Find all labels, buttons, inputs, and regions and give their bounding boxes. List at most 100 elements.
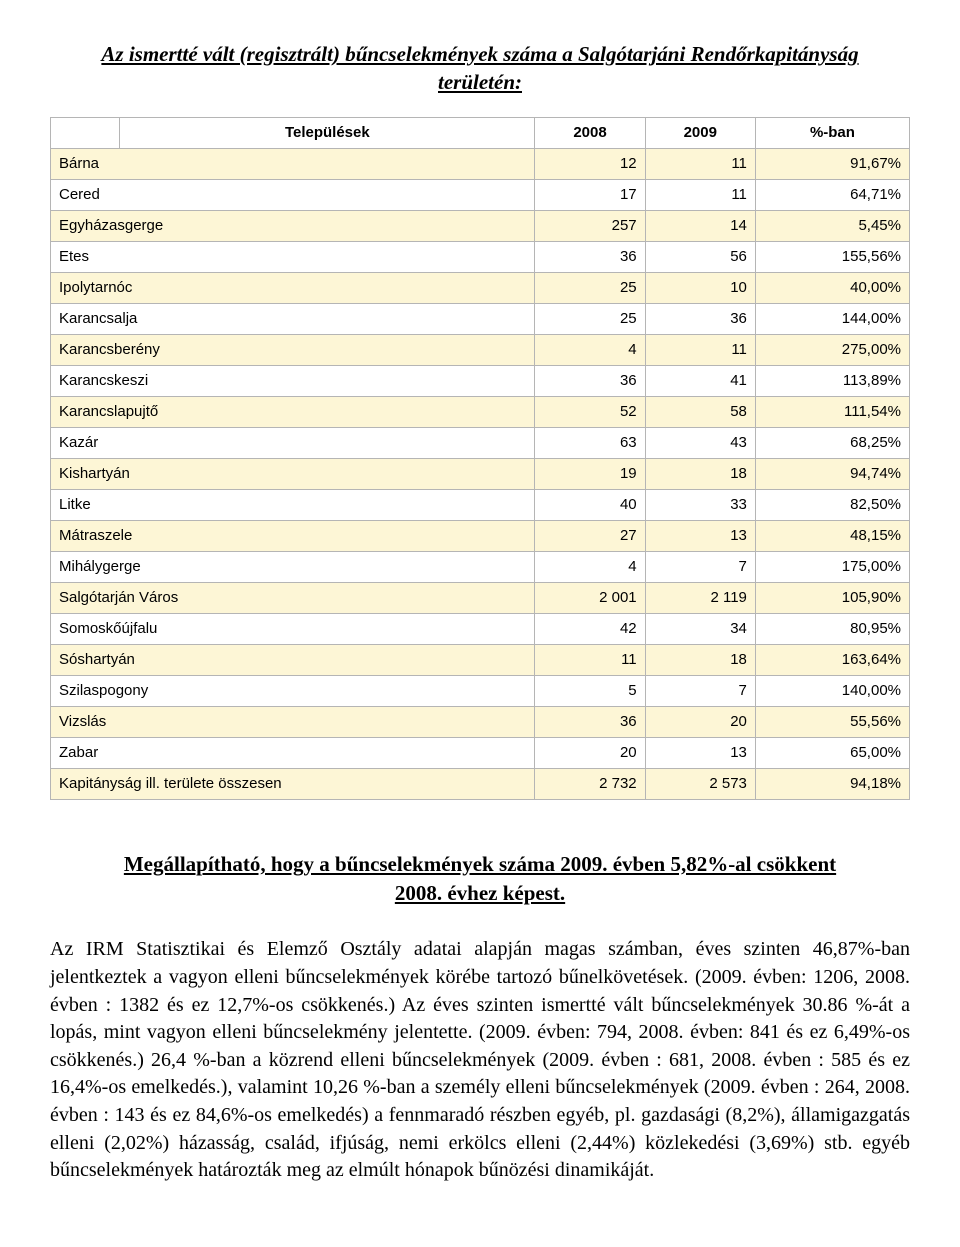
cell-value: 113,89% (755, 365, 909, 396)
table-row: Somoskőújfalu423480,95% (51, 613, 910, 644)
table-row: Karancsberény411275,00% (51, 334, 910, 365)
summary-statement: Megállapítható, hogy a bűncselekmények s… (100, 850, 860, 909)
table-row: Kishartyán191894,74% (51, 458, 910, 489)
cell-name: Litke (51, 489, 535, 520)
cell-value: 10 (645, 272, 755, 303)
cell-value: 18 (645, 644, 755, 675)
col-header-blank (51, 117, 120, 148)
cell-value: 13 (645, 520, 755, 551)
cell-name: Bárna (51, 148, 535, 179)
table-header: Települések 2008 2009 %-ban (51, 117, 910, 148)
col-header-telepulesek: Települések (120, 117, 535, 148)
cell-value: 144,00% (755, 303, 909, 334)
cell-value: 2 573 (645, 768, 755, 799)
cell-value: 175,00% (755, 551, 909, 582)
cell-name: Mátraszele (51, 520, 535, 551)
cell-value: 36 (535, 706, 645, 737)
cell-value: 7 (645, 675, 755, 706)
cell-value: 64,71% (755, 179, 909, 210)
table-body: Bárna121191,67%Cered171164,71%Egyházasge… (51, 148, 910, 799)
cell-value: 25 (535, 272, 645, 303)
col-header-2009: 2009 (645, 117, 755, 148)
cell-name: Kazár (51, 427, 535, 458)
cell-value: 111,54% (755, 396, 909, 427)
cell-value: 19 (535, 458, 645, 489)
cell-value: 11 (645, 148, 755, 179)
table-row: Cered171164,71% (51, 179, 910, 210)
cell-value: 275,00% (755, 334, 909, 365)
cell-value: 55,56% (755, 706, 909, 737)
table-row: Salgótarján Város2 0012 119105,90% (51, 582, 910, 613)
cell-name: Salgótarján Város (51, 582, 535, 613)
cell-value: 58 (645, 396, 755, 427)
cell-value: 5 (535, 675, 645, 706)
cell-name: Egyházasgerge (51, 210, 535, 241)
table-row: Zabar201365,00% (51, 737, 910, 768)
cell-value: 4 (535, 551, 645, 582)
cell-name: Kishartyán (51, 458, 535, 489)
table-row: Ipolytarnóc251040,00% (51, 272, 910, 303)
cell-value: 11 (535, 644, 645, 675)
cell-name: Zabar (51, 737, 535, 768)
cell-value: 25 (535, 303, 645, 334)
col-header-percent: %-ban (755, 117, 909, 148)
cell-value: 82,50% (755, 489, 909, 520)
cell-value: 63 (535, 427, 645, 458)
table-row: Sóshartyán1118163,64% (51, 644, 910, 675)
table-row: Kazár634368,25% (51, 427, 910, 458)
table-row: Bárna121191,67% (51, 148, 910, 179)
cell-value: 56 (645, 241, 755, 272)
cell-value: 34 (645, 613, 755, 644)
cell-value: 2 001 (535, 582, 645, 613)
cell-value: 40 (535, 489, 645, 520)
col-header-2008: 2008 (535, 117, 645, 148)
cell-value: 11 (645, 334, 755, 365)
table-row: Etes3656155,56% (51, 241, 910, 272)
cell-value: 18 (645, 458, 755, 489)
table-row: Mátraszele271348,15% (51, 520, 910, 551)
cell-value: 140,00% (755, 675, 909, 706)
cell-value: 12 (535, 148, 645, 179)
page-title: Az ismertté vált (regisztrált) bűncselek… (90, 40, 870, 97)
table-row: Karancskeszi3641113,89% (51, 365, 910, 396)
crime-stats-table: Települések 2008 2009 %-ban Bárna121191,… (50, 117, 910, 800)
cell-value: 27 (535, 520, 645, 551)
cell-name: Mihálygerge (51, 551, 535, 582)
cell-value: 20 (645, 706, 755, 737)
table-row: Szilaspogony57140,00% (51, 675, 910, 706)
table-row: Kapitányság ill. területe összesen2 7322… (51, 768, 910, 799)
cell-value: 52 (535, 396, 645, 427)
cell-name: Karancsberény (51, 334, 535, 365)
cell-value: 40,00% (755, 272, 909, 303)
table-row: Karancsalja2536144,00% (51, 303, 910, 334)
cell-name: Somoskőújfalu (51, 613, 535, 644)
table-row: Egyházasgerge257145,45% (51, 210, 910, 241)
table-row: Mihálygerge47175,00% (51, 551, 910, 582)
analysis-paragraph: Az IRM Statisztikai és Elemző Osztály ad… (50, 936, 910, 1184)
cell-value: 36 (535, 365, 645, 396)
cell-value: 91,67% (755, 148, 909, 179)
cell-name: Karancsalja (51, 303, 535, 334)
table-row: Vizslás362055,56% (51, 706, 910, 737)
cell-value: 155,56% (755, 241, 909, 272)
cell-value: 36 (535, 241, 645, 272)
cell-value: 36 (645, 303, 755, 334)
cell-value: 105,90% (755, 582, 909, 613)
cell-name: Karancslapujtő (51, 396, 535, 427)
cell-value: 163,64% (755, 644, 909, 675)
cell-value: 43 (645, 427, 755, 458)
cell-value: 2 732 (535, 768, 645, 799)
cell-name: Sóshartyán (51, 644, 535, 675)
cell-value: 33 (645, 489, 755, 520)
cell-value: 2 119 (645, 582, 755, 613)
cell-value: 257 (535, 210, 645, 241)
cell-name: Etes (51, 241, 535, 272)
cell-value: 94,74% (755, 458, 909, 489)
cell-value: 20 (535, 737, 645, 768)
cell-name: Vizslás (51, 706, 535, 737)
cell-value: 13 (645, 737, 755, 768)
cell-value: 94,18% (755, 768, 909, 799)
cell-value: 4 (535, 334, 645, 365)
cell-name: Karancskeszi (51, 365, 535, 396)
cell-name: Ipolytarnóc (51, 272, 535, 303)
